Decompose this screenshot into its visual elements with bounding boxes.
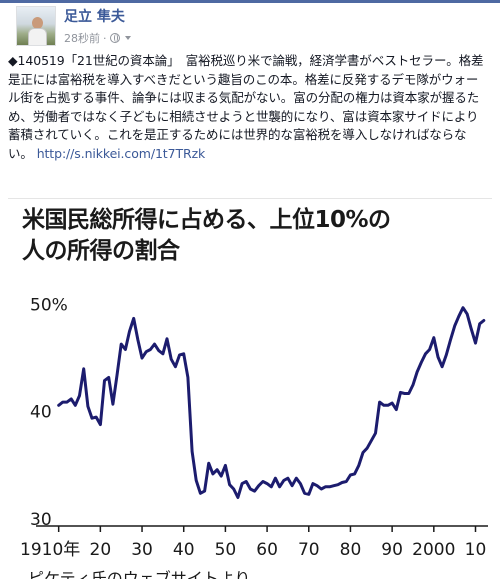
post-header: 足立 隼夫 28秒前 ·: [16, 4, 486, 48]
x-tick-label: 2000: [412, 540, 455, 560]
avatar-body: [28, 28, 47, 45]
x-tick-label: 30: [131, 540, 153, 560]
x-tick-label: 40: [173, 540, 195, 560]
chart-image[interactable]: 1910年 20 30 40 50 60 70 80 90 2000 10 50% 40 30 米国民総所…: [8, 198, 492, 579]
post-timestamp[interactable]: 28秒前: [64, 32, 100, 45]
x-tick-label: 1910年: [20, 540, 80, 560]
chart-title-line2: 人の所得の割合: [22, 238, 180, 264]
chart-title-line1: 米国民総所得に占める、上位10%の: [22, 207, 391, 233]
series-line: [57, 306, 486, 499]
line-chart: 1910年 20 30 40 50 60 70 80 90 2000 10 50% 40 30: [20, 295, 488, 560]
x-tick-label: 20: [90, 540, 112, 560]
source-note: ピケティ氏のウェブサイトより: [28, 569, 251, 579]
post-meta: 28秒前 ·: [64, 30, 131, 46]
x-tick-label: 70: [298, 540, 320, 560]
x-tick-label: 90: [381, 540, 403, 560]
post-body: ◆140519「21世紀の資本論」 富裕税巡り米で論戦，経済学書がベストセラー。…: [8, 52, 490, 163]
avatar[interactable]: [16, 6, 56, 46]
y-tick-label: 30: [30, 510, 52, 530]
author-name[interactable]: 足立 隼夫: [64, 9, 125, 25]
x-tick-label: 60: [256, 540, 278, 560]
x-tick-label: 10: [465, 540, 487, 560]
x-tick-label: 80: [340, 540, 362, 560]
avatar-head: [32, 17, 43, 29]
y-tick-label: 40: [30, 403, 52, 423]
chart-title: 米国民総所得に占める、上位10%の 人の所得の割合: [22, 205, 391, 267]
top-bar: [0, 0, 500, 3]
globe-icon[interactable]: [109, 33, 120, 43]
x-tick-label: 50: [215, 540, 237, 560]
post-body-text: ◆140519「21世紀の資本論」 富裕税巡り米で論戦，経済学書がベストセラー。…: [8, 53, 484, 161]
y-tick-label: 50%: [30, 295, 68, 315]
chevron-down-icon[interactable]: [124, 36, 131, 40]
meta-separator: ·: [103, 31, 107, 45]
post-link[interactable]: http://s.nikkei.com/1t7TRzk: [36, 145, 206, 161]
